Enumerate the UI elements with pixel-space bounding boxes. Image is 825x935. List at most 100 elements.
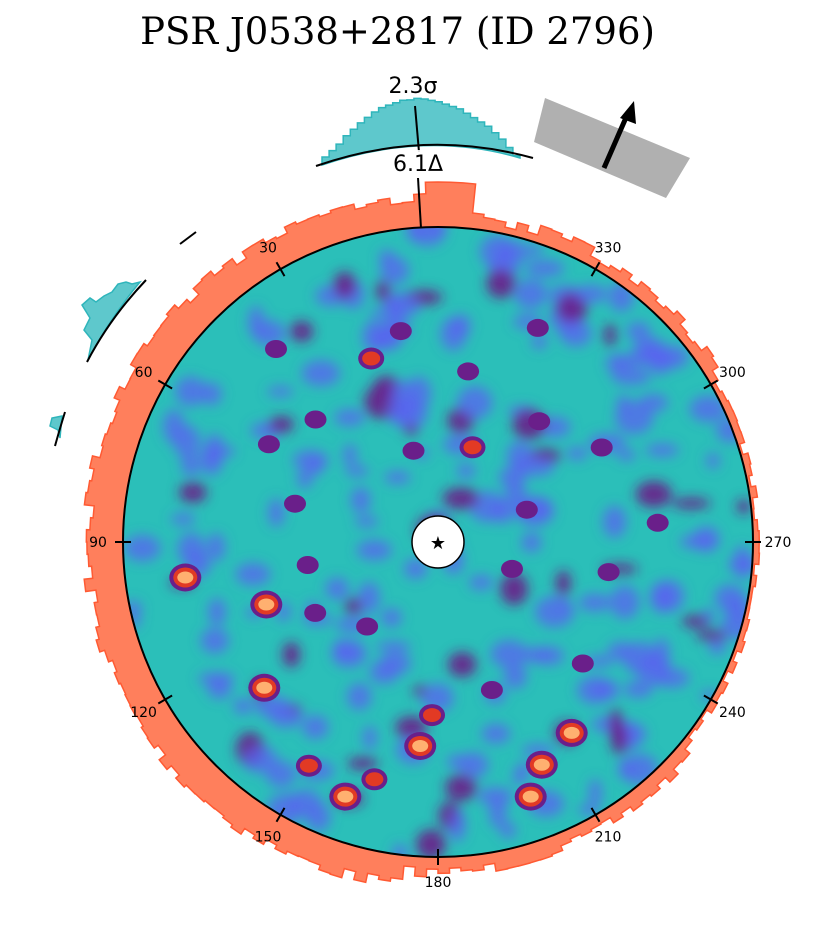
chart-title: PSR J0538+2817 (ID 2796) [140, 10, 655, 53]
emission-blotch [179, 482, 207, 503]
outer-arc-left-lower [54, 411, 66, 447]
emission-blotch [243, 746, 278, 773]
emission-blotch [331, 639, 367, 668]
emission-blotch [325, 577, 349, 600]
emission-blotch [233, 698, 253, 714]
emission-blotch [451, 314, 471, 338]
emission-blotch [490, 640, 528, 668]
hotspot-peak [412, 740, 429, 752]
emission-blotch [689, 395, 727, 422]
angle-ticks: 30 60 90 120 150 180 210 240 270 300 330 [89, 241, 791, 891]
emission-blotch [445, 774, 477, 801]
direction-arrow [601, 112, 631, 169]
outer-arc-dash [179, 231, 197, 245]
emission-blotch [267, 386, 294, 397]
hotspot-peak [177, 571, 194, 584]
emission-blotch [344, 598, 362, 615]
emission-blotch [416, 829, 446, 857]
emission-blotch [347, 683, 372, 710]
heatmap-disc [123, 227, 753, 857]
hotspot [284, 494, 306, 513]
emission-blotch [235, 563, 271, 586]
emission-blotch [496, 241, 530, 264]
emission-blotch [611, 367, 651, 385]
emission-blotch [481, 723, 511, 744]
outer-arc [315, 143, 534, 167]
emission-blotch [486, 269, 516, 299]
emission-blotch [358, 582, 380, 614]
emission-blotch [200, 443, 223, 476]
hotspot [402, 441, 425, 460]
direction-indicator [534, 98, 690, 198]
emission-blotch [624, 680, 653, 698]
emission-blotch [624, 721, 638, 752]
significance-tick [414, 105, 420, 153]
hotspot [389, 322, 412, 341]
emission-blotch [363, 725, 377, 750]
emission-blotch [268, 498, 285, 527]
offset-label-bg [388, 150, 448, 176]
emission-blotch [345, 465, 369, 477]
star-icon: ★ [430, 533, 446, 554]
emission-blotch [646, 351, 676, 365]
emission-blotch [696, 630, 727, 641]
hotspot [597, 563, 620, 582]
angle-tick-label: 30 [259, 241, 277, 257]
emission-blotch [124, 535, 161, 562]
offset-label: 6.1Δ [393, 152, 443, 177]
emission-blotch [525, 260, 565, 277]
outer-histogram [49, 97, 534, 447]
emission-blotch [448, 809, 466, 842]
hotspot [257, 435, 280, 454]
emission-blotch [200, 382, 222, 406]
emission-blotch [404, 558, 428, 579]
emission-blotch [477, 787, 514, 806]
emission-blotch [607, 641, 634, 661]
emission-blotch [384, 294, 403, 311]
emission-blotch [579, 593, 611, 612]
emission-blotch [208, 598, 226, 626]
emission-blotch [639, 394, 669, 412]
emission-blotch [732, 545, 752, 579]
angle-tick-mark [590, 261, 601, 277]
emission-blotch [379, 249, 395, 266]
hotspot-peak [256, 681, 273, 694]
emission-blotch [381, 608, 402, 627]
angle-tick-mark [703, 379, 719, 390]
emission-blotch [736, 499, 751, 514]
hotspot [457, 362, 480, 381]
hotspot [515, 500, 538, 519]
emission-blotch [459, 752, 489, 778]
emission-blotch [714, 584, 746, 611]
hotspot [646, 513, 669, 532]
angle-tick-label: 300 [719, 365, 746, 381]
emission-blotch [500, 573, 528, 606]
emission-blotch [389, 380, 416, 409]
emission-blotch [334, 409, 365, 426]
hotspot [501, 559, 523, 578]
angle-tick-mark [275, 261, 286, 277]
angle-tick-label: 330 [595, 241, 622, 257]
hotspot-peak [533, 758, 550, 771]
angle-tick-mark [157, 379, 173, 390]
emission-blotch [617, 449, 636, 461]
hotspot-core [463, 440, 482, 455]
emission-blotch [635, 481, 672, 508]
emission-blotch [626, 321, 651, 341]
emission-blotch [207, 677, 232, 699]
emission-blotch [356, 540, 392, 561]
angle-tick-label: 210 [595, 829, 622, 845]
hotspot-peak [258, 598, 275, 611]
emission-blotch [306, 803, 331, 832]
hotspot [526, 318, 549, 337]
emission-blotch [535, 596, 575, 628]
emission-blotch [343, 444, 357, 466]
emission-blotch [410, 227, 445, 247]
emission-blotch [559, 320, 592, 347]
emission-blotch [500, 822, 516, 839]
emission-blotch [555, 570, 571, 596]
hotspot [356, 617, 379, 636]
emission-blotch [558, 599, 571, 611]
emission-blotch [442, 487, 479, 510]
